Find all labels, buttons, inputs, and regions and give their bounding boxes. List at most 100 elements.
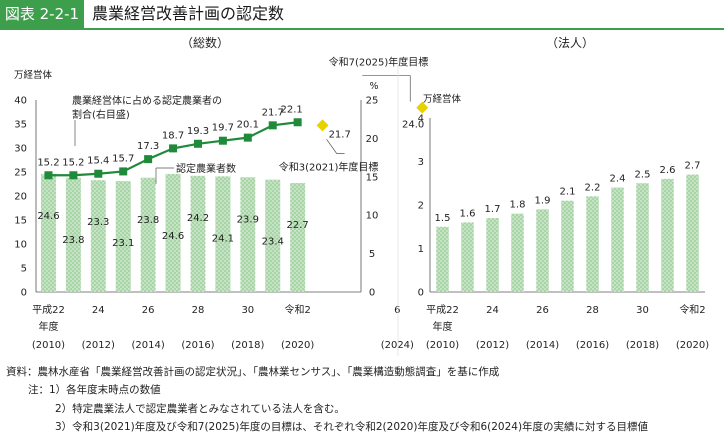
chart1-left-unit: 万経営体 — [14, 69, 53, 81]
chart2-bar-label: 1.7 — [485, 204, 501, 215]
chart1-bar-label: 23.4 — [262, 237, 284, 248]
chart2-year-label: 年度 — [433, 320, 453, 333]
header-rule — [0, 28, 724, 30]
chart1-x-tick: 26 — [142, 305, 155, 316]
chart1-line-label: 15.2 — [62, 157, 84, 168]
chart2-bar — [486, 218, 499, 292]
chart2-bar — [661, 178, 674, 292]
chart1-line-point — [119, 167, 128, 176]
chart1-bar-label: 22.7 — [287, 220, 309, 231]
chart1-line-label: 22.1 — [281, 104, 303, 115]
chart1-bar — [290, 183, 306, 292]
chart1-target-value: 21.7 — [329, 129, 351, 140]
chart1-bar — [240, 177, 256, 292]
chart2-bar-label: 2.7 — [685, 161, 701, 172]
chart1-title: （総数） — [181, 35, 229, 50]
chart1-target-caption: 令和7(2025)年度目標 — [329, 56, 429, 69]
chart2-bar — [611, 187, 624, 292]
chart1-left-tick: 10 — [14, 240, 27, 251]
chart2-x-subtick: (2016) — [576, 340, 609, 351]
charts-canvas: （総数）万経営体%0510152025303540051015202524.62… — [14, 35, 709, 356]
chart1-bar — [265, 179, 281, 292]
chart1-right-tick: 15 — [366, 172, 379, 183]
chart1-bar-label: 24.6 — [162, 231, 184, 242]
chart1-bar-label: 24.2 — [187, 213, 209, 224]
chart1-line-point — [218, 136, 227, 145]
chart2-x-subtick: (2018) — [626, 340, 659, 351]
chart2-bar-label: 1.6 — [460, 208, 476, 219]
chart2-x-tick: 平成22 — [426, 304, 459, 316]
chart2-bar-label: 1.8 — [510, 200, 526, 211]
chart1-bar — [165, 173, 181, 292]
chart1-x-tick: 24 — [92, 305, 105, 316]
chart2-x-subtick: (2010) — [426, 340, 459, 351]
chart1-bar-label: 23.1 — [112, 238, 134, 249]
chart2-bar-label: 2.1 — [560, 187, 576, 198]
chart2-left-tick: 0 — [418, 288, 424, 299]
chart1-bar — [140, 177, 156, 292]
chart1-line-label: 19.7 — [212, 123, 234, 134]
chart2-bar — [586, 196, 599, 292]
chart1-bar — [115, 181, 131, 292]
chart1-right-tick: 25 — [366, 96, 379, 107]
chart1-target-leader — [362, 75, 411, 102]
chart1-x-tick: 28 — [192, 305, 205, 316]
note-3: 3）令和3(2021)年度及び令和7(2025)年度の目標は、それぞれ令和2(2… — [55, 421, 649, 433]
chart2-x-tick: 令和2 — [679, 303, 705, 316]
chart2-x-tick: 26 — [536, 305, 549, 316]
chart1-bar-label: 23.8 — [137, 215, 159, 226]
chart2-x-tick: 28 — [586, 305, 599, 316]
chart1-target-caption: 令和3(2021)年度目標 — [279, 160, 379, 173]
chart2-bar — [561, 200, 574, 292]
chart2-x-tick: 30 — [636, 305, 649, 316]
chart2-bar-label: 2.6 — [660, 165, 676, 176]
chart2-bar — [536, 209, 549, 292]
chart2-bar-label: 1.5 — [435, 213, 451, 224]
chart1-x-subtick: (2020) — [281, 340, 314, 351]
chart2-bar — [511, 213, 524, 292]
chart1-left-tick: 30 — [14, 144, 27, 155]
chart1-left-tick: 20 — [14, 192, 27, 203]
chart1-line-label: 15.7 — [112, 153, 134, 164]
chart1-line-annotation-2: 割合(右目盛) — [72, 108, 130, 121]
chart1-line-label: 17.3 — [137, 141, 159, 152]
chart1-bar — [40, 173, 56, 292]
chart1-line-point — [44, 171, 53, 180]
chart1-left-tick: 0 — [21, 288, 27, 299]
chart2-x-subtick: (2014) — [526, 340, 559, 351]
figure-header: 図表 2-2-1 農業経営改善計画の認定数 — [0, 0, 724, 30]
chart2-bar — [461, 222, 474, 292]
chart1-line-point — [94, 169, 103, 178]
chart2-bar-label: 2.2 — [585, 182, 601, 193]
source-note: 資料：農林水産省「農業経営改善計画の認定状況」、「農林業センサス」、「農業構造動… — [6, 366, 500, 378]
chart1-line-point — [69, 171, 78, 180]
chart1-bar — [65, 177, 81, 292]
chart1-x-tick: 令和2 — [284, 303, 310, 316]
chart1-line-label: 15.2 — [37, 157, 59, 168]
chart1-target-marker — [316, 119, 329, 132]
chart1-line-point — [268, 121, 277, 130]
chart1-line-annotation-1: 農業経営体に占める認定農業者の — [72, 94, 222, 107]
chart2-x-subtick: (2012) — [476, 340, 509, 351]
chart1-line-label: 20.1 — [237, 120, 259, 131]
chart1-x-tick: 30 — [241, 305, 254, 316]
chart2-left-tick: 1 — [418, 244, 424, 255]
figure-title: 農業経営改善計画の認定数 — [92, 4, 285, 23]
chart1-line-label: 18.7 — [162, 130, 184, 141]
chart1-bar-label: 23.8 — [62, 235, 84, 246]
chart1-right-tick: 5 — [369, 249, 375, 260]
chart2-left-tick: 3 — [418, 157, 424, 168]
chart1-left-tick: 15 — [14, 216, 27, 227]
chart1-bar — [190, 175, 206, 292]
chart1-bar-annotation: 認定農業者数 — [176, 162, 236, 175]
chart1-x-subtick: (2010) — [32, 340, 65, 351]
chart1-right-tick: 20 — [366, 134, 379, 145]
chart1-line-label: 19.3 — [187, 126, 209, 137]
chart1-target-marker — [416, 101, 429, 114]
chart1-bar-label: 23.9 — [237, 214, 259, 225]
chart1-bar-label: 24.1 — [212, 233, 234, 244]
note-2: 2）特定農業法人で認定農業者とみなされている法人を含む。 — [55, 403, 345, 415]
chart1-line-point — [169, 144, 178, 153]
chart2-bar-label: 1.9 — [535, 195, 551, 206]
